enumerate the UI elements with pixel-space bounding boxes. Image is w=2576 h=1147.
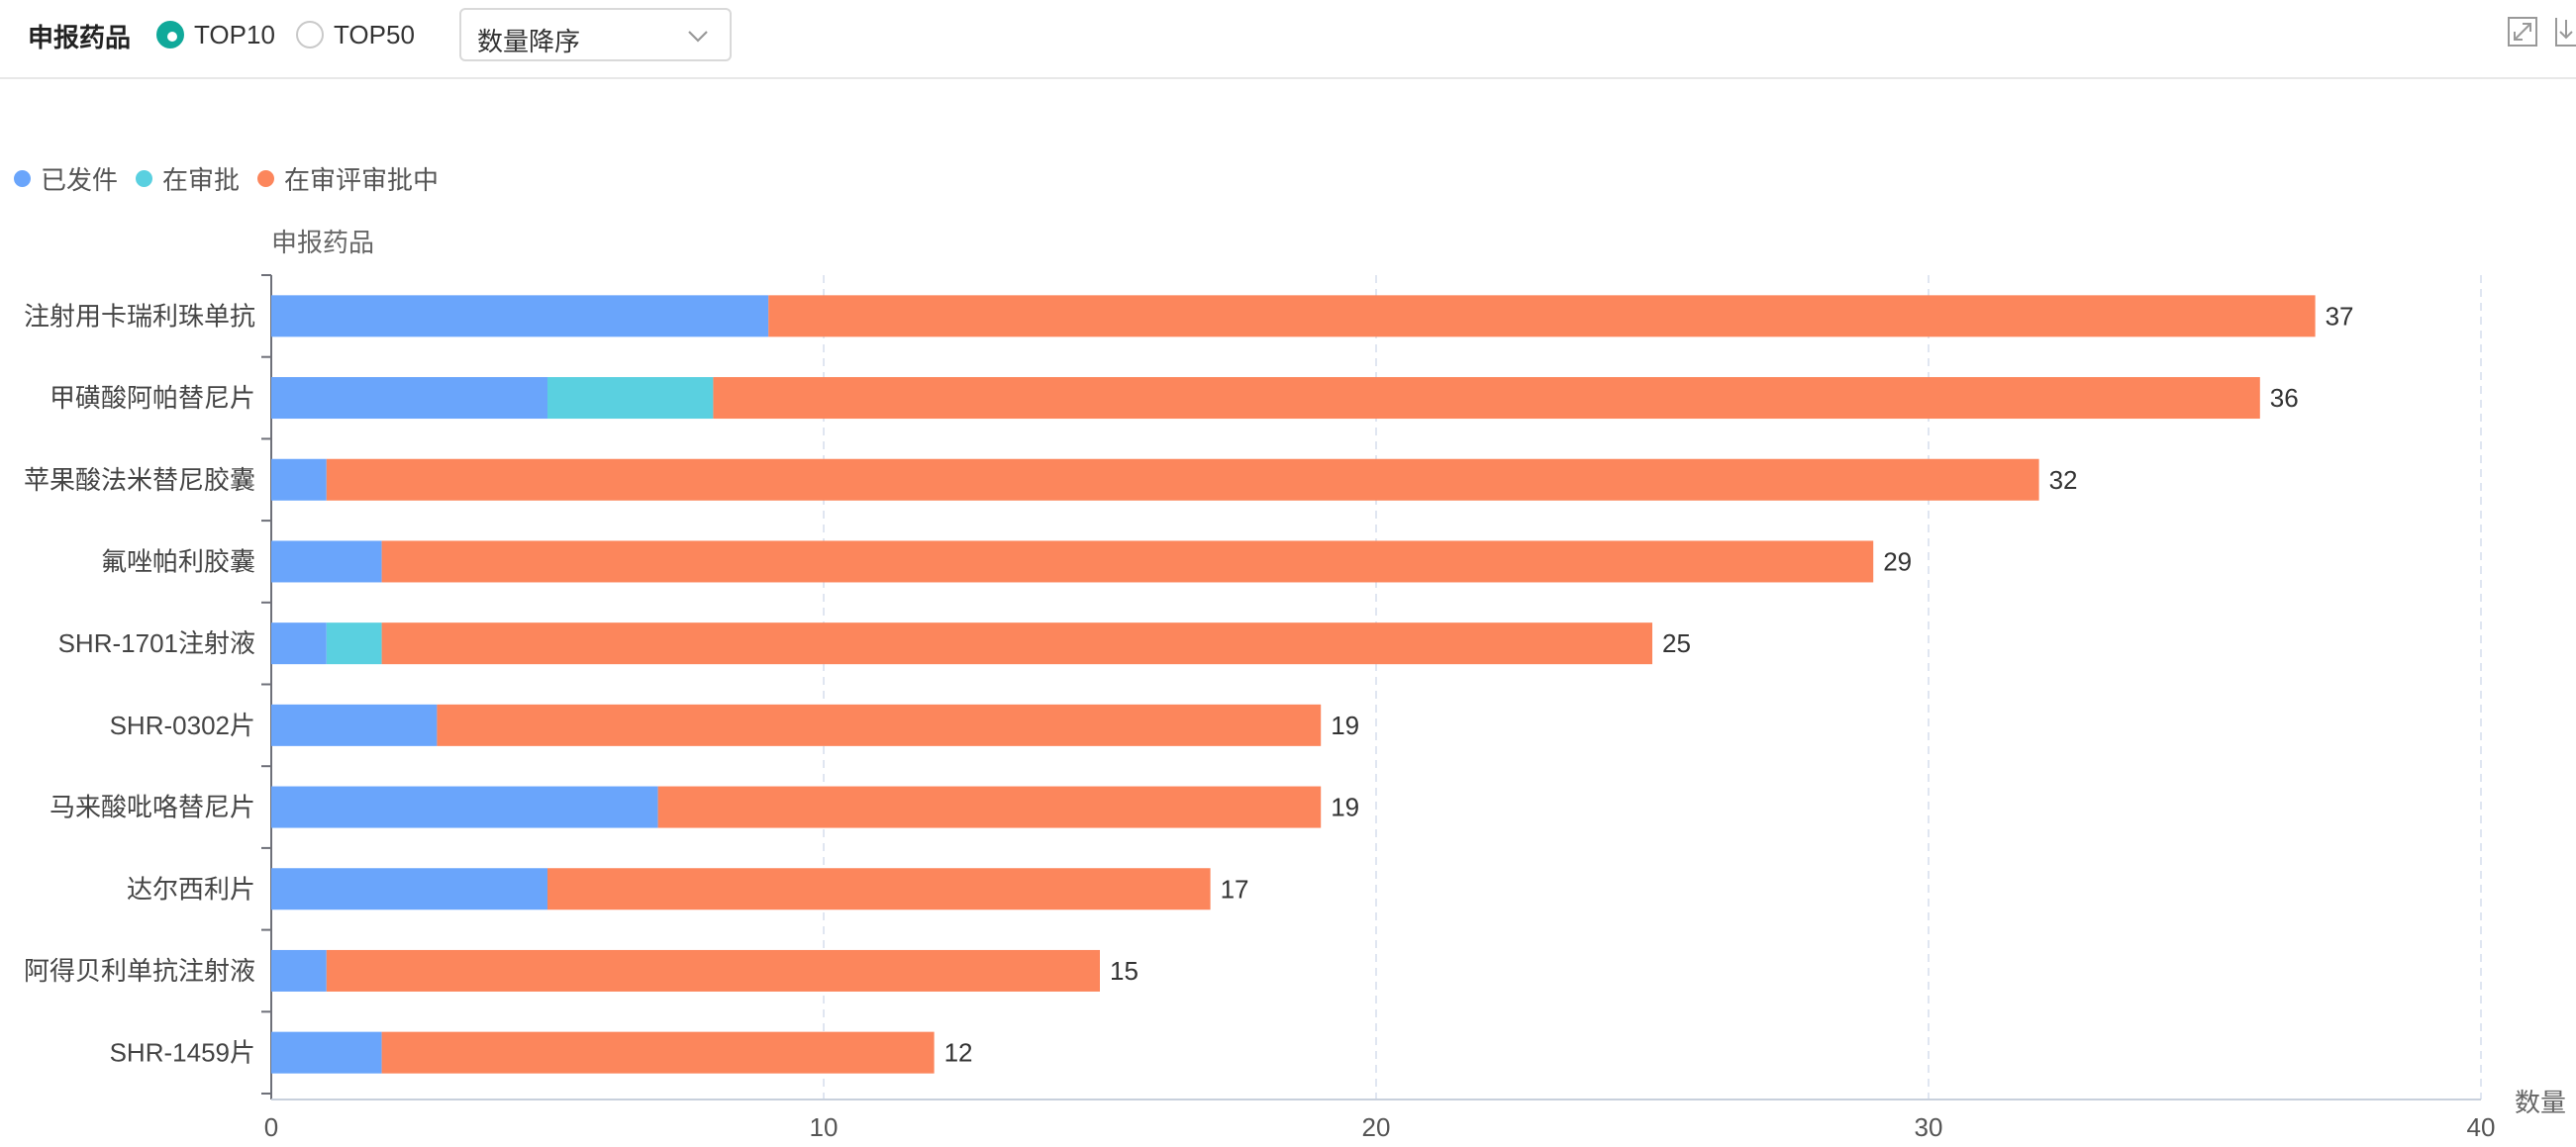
radio-top50-label: TOP50 [334, 19, 415, 49]
x-tick-label: 10 [810, 1112, 839, 1142]
bar-segment [271, 1031, 382, 1074]
bar-segment [547, 868, 1211, 910]
chevron-down-icon [688, 31, 708, 43]
bar-total-label: 29 [1883, 546, 1912, 576]
radio-top10-label: TOP10 [194, 19, 275, 49]
legend-item-reviewing[interactable]: 在审评审批中 [257, 160, 439, 197]
radio-checked-icon [156, 21, 184, 48]
bar-total-label: 17 [1221, 874, 1249, 904]
fullscreen-icon[interactable] [2507, 16, 2538, 48]
legend-swatch-approving [136, 170, 153, 187]
legend-label-approving: 在审批 [162, 165, 241, 195]
radio-top50[interactable]: TOP50 [296, 14, 415, 55]
y-category-label: SHR-0302片 [110, 711, 255, 740]
x-tick-label: 20 [1362, 1112, 1391, 1142]
legend-label-issued: 已发件 [41, 165, 119, 195]
bar-segment [381, 622, 1653, 665]
x-tick-label: 30 [1915, 1112, 1943, 1142]
bar-segment [326, 622, 382, 665]
y-category-label: 苹果酸法米替尼胶囊 [24, 465, 255, 495]
radio-top10[interactable]: TOP10 [156, 14, 275, 55]
y-category-label: SHR-1459片 [110, 1038, 255, 1068]
toolbar: 申报药品 TOP10 TOP50 数量降序 [0, 0, 2576, 79]
bar-segment [547, 377, 714, 420]
bar-segment [271, 622, 327, 665]
y-category-label: 马来酸吡咯替尼片 [50, 793, 255, 822]
bar-total-label: 25 [1662, 628, 1691, 658]
bar-segment [381, 1031, 935, 1074]
bar-segment [271, 458, 327, 501]
y-category-label: 氟唑帕利胶囊 [101, 546, 255, 576]
y-category-label: 甲磺酸阿帕替尼片 [50, 383, 255, 413]
bar-segment [271, 786, 658, 828]
bar-segment [768, 295, 2316, 337]
legend-label-reviewing: 在审评审批中 [284, 165, 440, 195]
toolbar-title: 申报药品 [28, 23, 132, 52]
bar-total-label: 37 [2326, 301, 2354, 331]
y-category-label: SHR-1701注射液 [58, 628, 255, 658]
bar-total-label: 36 [2270, 383, 2299, 413]
legend-item-issued[interactable]: 已发件 [14, 160, 118, 197]
bar-total-label: 19 [1331, 711, 1359, 740]
x-axis-title: 数量 [2515, 1088, 2567, 1117]
legend-item-approving[interactable]: 在审批 [136, 160, 240, 197]
download-icon[interactable] [2554, 16, 2576, 48]
bar-segment [271, 295, 769, 337]
y-category-label: 达尔西利片 [127, 874, 255, 904]
sort-select-value: 数量降序 [477, 27, 581, 56]
bar-segment [271, 704, 438, 746]
y-axis-title: 申报药品 [271, 228, 375, 257]
bar-segment [657, 786, 1322, 828]
bar-segment [326, 458, 2039, 501]
bar-segment [271, 949, 327, 992]
bar-segment [381, 540, 1874, 583]
bar-segment [271, 377, 547, 420]
legend-swatch-issued [14, 170, 31, 187]
bar-segment [271, 540, 382, 583]
x-tick-label: 0 [264, 1112, 278, 1142]
y-category-label: 注射用卡瑞利珠单抗 [24, 301, 255, 331]
y-category-label: 阿得贝利单抗注射液 [24, 956, 255, 986]
bar-total-label: 19 [1331, 793, 1359, 822]
bar-segment [713, 377, 2260, 420]
bar-segment [271, 868, 547, 910]
bar-total-label: 12 [944, 1038, 973, 1068]
chart-legend: 已发件 在审批 在审评审批中 [14, 160, 456, 197]
legend-swatch-reviewing [257, 170, 275, 187]
bar-segment [437, 704, 1322, 746]
bar-total-label: 32 [2049, 465, 2078, 495]
sort-select[interactable]: 数量降序 [459, 8, 732, 61]
radio-unchecked-icon [296, 21, 324, 48]
bar-total-label: 15 [1110, 956, 1139, 986]
bar-segment [326, 949, 1100, 992]
x-tick-label: 40 [2467, 1112, 2496, 1142]
